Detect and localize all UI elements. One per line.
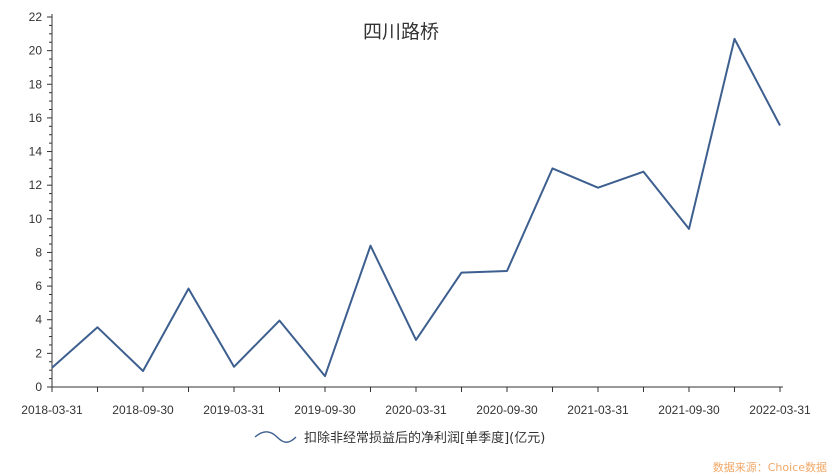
chart-title: 四川路桥 — [363, 21, 439, 43]
y-tick-label: 22 — [29, 10, 43, 24]
y-tick-label: 14 — [29, 145, 43, 159]
y-tick-label: 6 — [35, 279, 42, 293]
series-line — [51, 37, 781, 378]
y-tick-label: 8 — [35, 245, 42, 259]
y-tick-label: 2 — [35, 346, 42, 360]
x-tick-label: 2019-03-31 — [203, 403, 265, 417]
y-tick-label: 0 — [35, 380, 42, 394]
x-tick-label: 2020-03-31 — [385, 403, 447, 417]
y-axis-ticks: 0 2 4 6 8 10 12 14 16 18 20 22 — [29, 10, 52, 394]
x-tick-label: 2021-09-30 — [658, 403, 720, 417]
y-tick-label: 4 — [35, 313, 42, 327]
x-tick-label: 2018-09-30 — [112, 403, 174, 417]
series-lines — [51, 37, 781, 378]
y-tick-label: 20 — [29, 44, 43, 58]
x-tick-label: 2022-03-31 — [749, 403, 811, 417]
x-tick-label: 2018-03-31 — [21, 403, 83, 417]
legend[interactable]: 扣除非经常损益后的净利润[单季度](亿元) — [254, 430, 545, 446]
x-axis-ticks: 2018-03-31 2018-09-30 2019-03-31 2019-09-30… — [21, 387, 811, 417]
x-tick-label: 2020-09-30 — [476, 403, 538, 417]
x-tick-label: 2019-09-30 — [294, 403, 356, 417]
y-tick-label: 18 — [29, 77, 43, 91]
legend-label: 扣除非经常损益后的净利润[单季度](亿元) — [304, 430, 545, 446]
legend-swatch-icon — [254, 431, 297, 443]
y-tick-label: 12 — [29, 178, 43, 192]
x-tick-label: 2021-03-31 — [567, 403, 629, 417]
y-tick-label: 10 — [29, 212, 43, 226]
y-tick-label: 16 — [29, 111, 43, 125]
axes — [51, 14, 783, 388]
source-note: 数据来源：Choice数据 — [713, 460, 827, 474]
